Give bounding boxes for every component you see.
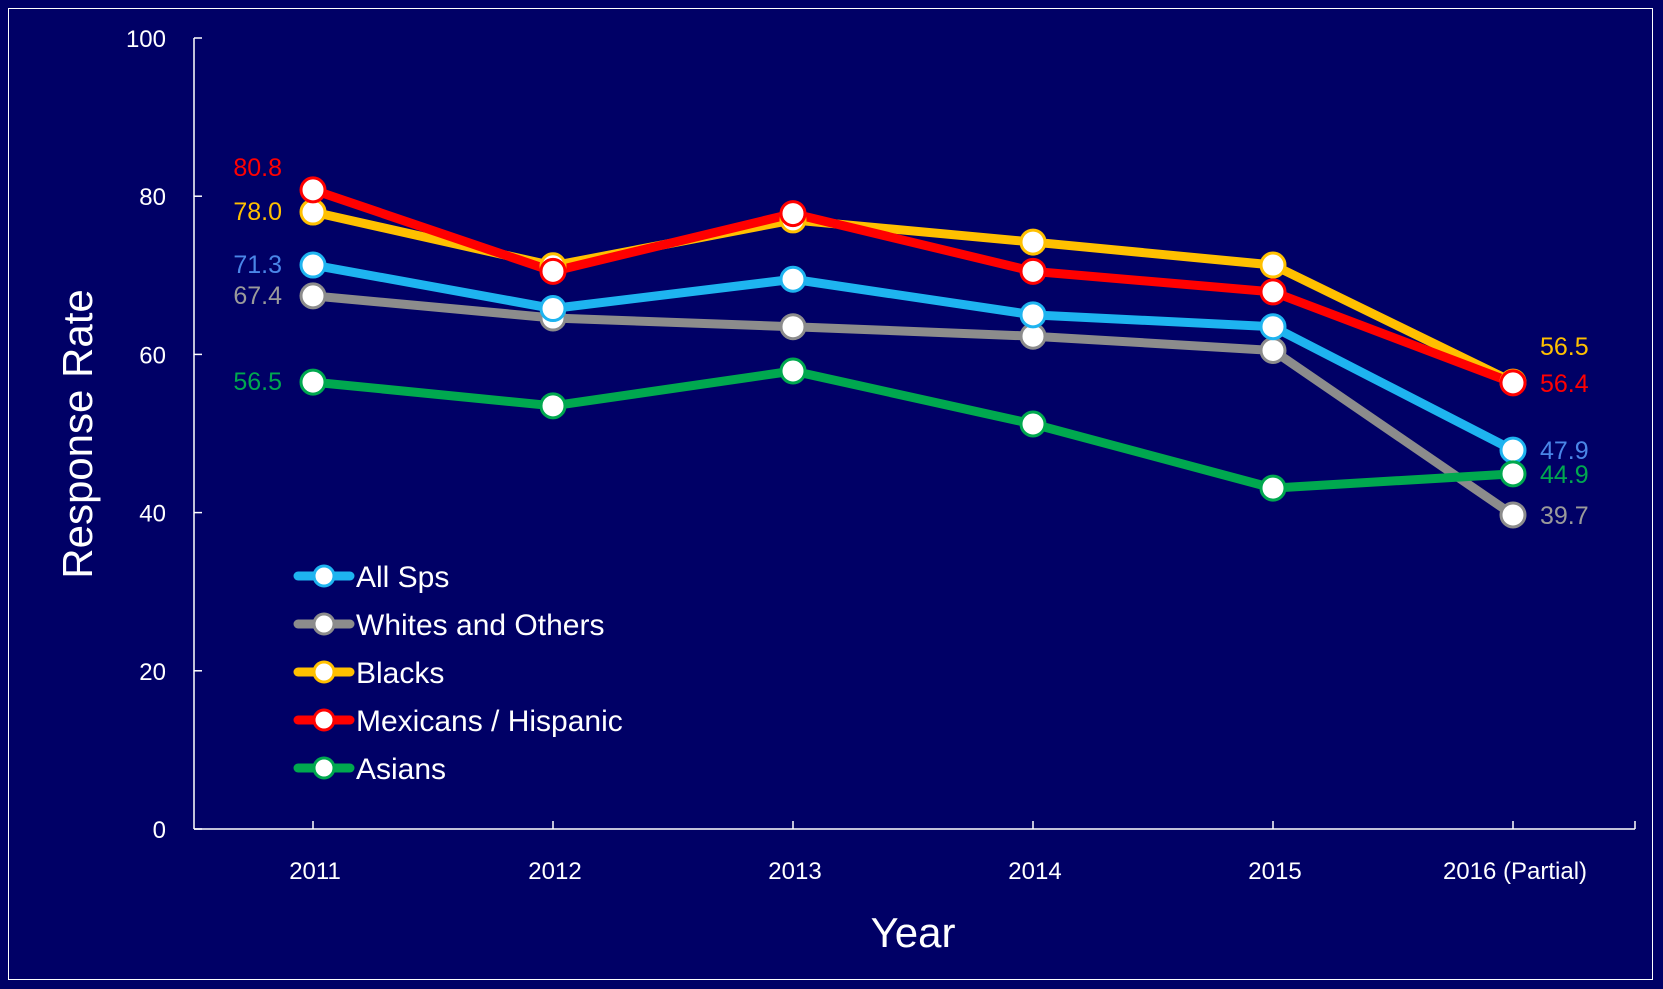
y-tick-label: 0 (153, 817, 166, 844)
x-tick-label: 2014 (1008, 858, 1061, 885)
data-labels: 71.3 47.9 67.4 39.7 78.0 56.5 80.8 56.4 56.5 44.9 (233, 154, 1588, 530)
x-tick-label: 2016 (Partial) (1443, 858, 1587, 885)
y-axis-title: Response Rate (54, 289, 101, 579)
data-point (1259, 313, 1287, 341)
y-tick-label: 60 (139, 342, 166, 369)
data-point (779, 265, 807, 293)
data-label: 47.9 (1540, 437, 1589, 465)
x-tick-label: 2012 (528, 858, 581, 885)
x-tick-label: 2013 (768, 858, 821, 885)
data-point (779, 200, 807, 228)
data-point (1019, 228, 1047, 256)
legend-marker (312, 612, 336, 636)
legend-item: Whites and Others (293, 609, 604, 642)
x-axis-ticks: 2011 2012 2013 2014 2015 2016 (Partial) (289, 821, 1636, 885)
series-line (308, 260, 1518, 455)
data-label: 39.7 (1540, 502, 1589, 530)
data-point (299, 282, 327, 310)
series-line (308, 291, 1518, 520)
data-point (1259, 251, 1287, 279)
legend-label: Blacks (356, 657, 444, 690)
data-point (299, 251, 327, 279)
legend-marker (312, 564, 336, 588)
data-label: 78.0 (233, 198, 282, 226)
data-point (1499, 369, 1527, 397)
data-point (1499, 460, 1527, 488)
data-point (539, 257, 567, 285)
legend-marker (312, 660, 336, 684)
data-label: 56.4 (1540, 370, 1589, 398)
x-tick-label: 2011 (289, 858, 341, 885)
data-point (539, 392, 567, 420)
data-point (539, 295, 567, 323)
axes (193, 38, 1635, 830)
series-lines (308, 185, 1518, 520)
legend-item: Asians (293, 753, 446, 786)
data-point (1019, 301, 1047, 329)
data-label: 56.5 (1540, 333, 1589, 361)
legend-item: Mexicans / Hispanic (293, 705, 623, 738)
data-point (299, 368, 327, 396)
y-tick-label: 20 (139, 659, 166, 686)
data-label: 56.5 (233, 368, 282, 396)
legend: All Sps Whites and Others Blacks Mexicans /… (293, 561, 623, 786)
legend-label: All Sps (356, 561, 449, 594)
data-point (1499, 501, 1527, 529)
legend-label: Whites and Others (356, 609, 604, 642)
data-point (1019, 410, 1047, 438)
y-tick-label: 80 (139, 184, 166, 211)
legend-marker (312, 756, 336, 780)
x-tick-label: 2015 (1248, 858, 1301, 885)
legend-marker (312, 708, 336, 732)
data-point (779, 313, 807, 341)
data-point (299, 198, 327, 226)
data-point (299, 176, 327, 204)
x-axis-title: Year (871, 909, 956, 956)
legend-label: Asians (356, 753, 446, 786)
y-tick-label: 100 (126, 26, 166, 53)
y-axis-ticks: 0 20 40 60 80 100 (126, 26, 202, 844)
data-point (1259, 474, 1287, 502)
data-point (779, 357, 807, 385)
legend-item: Blacks (293, 657, 444, 690)
data-label: 71.3 (233, 251, 282, 279)
series-line (308, 185, 1518, 388)
legend-item: All Sps (293, 561, 449, 594)
y-tick-label: 40 (139, 501, 166, 528)
data-point (1499, 436, 1527, 464)
data-label: 80.8 (233, 154, 282, 182)
data-label: 67.4 (233, 282, 282, 310)
data-point (1019, 257, 1047, 285)
data-point (1259, 278, 1287, 306)
legend-label: Mexicans / Hispanic (356, 705, 623, 738)
chart-frame (8, 8, 1653, 980)
series-line (308, 366, 1518, 493)
data-label: 44.9 (1540, 461, 1589, 489)
data-point (1259, 336, 1287, 364)
series-markers (299, 176, 1527, 529)
